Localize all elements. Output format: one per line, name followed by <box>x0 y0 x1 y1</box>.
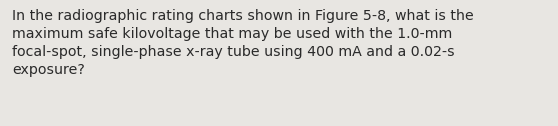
Text: In the radiographic rating charts shown in Figure 5-8, what is the
maximum safe : In the radiographic rating charts shown … <box>12 9 474 77</box>
